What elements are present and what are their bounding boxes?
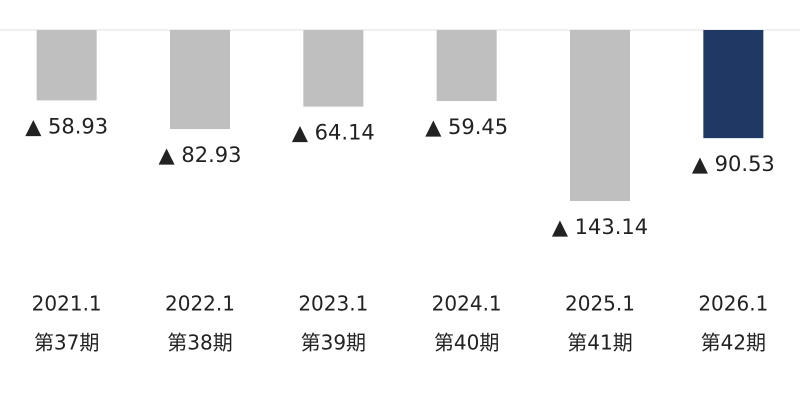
x-tick-label: 2021.1 bbox=[32, 292, 102, 316]
value-label: ▲ 58.93 bbox=[25, 114, 108, 138]
x-tick-sublabel: 第40期 bbox=[434, 331, 499, 355]
bar bbox=[570, 30, 630, 201]
x-tick-label: 2026.1 bbox=[698, 292, 768, 316]
x-tick-label: 2023.1 bbox=[298, 292, 368, 316]
value-label: ▲ 64.14 bbox=[292, 121, 375, 145]
bar bbox=[703, 30, 764, 139]
x-tick-sublabel: 第42期 bbox=[701, 331, 766, 355]
bar bbox=[36, 30, 97, 101]
x-tick-sublabel: 第39期 bbox=[301, 331, 366, 355]
value-label: ▲ 143.14 bbox=[552, 215, 648, 239]
x-tick-label: 2025.1 bbox=[565, 292, 635, 316]
x-tick-label: 2024.1 bbox=[432, 292, 502, 316]
bar bbox=[436, 30, 497, 102]
x-tick-sublabel: 第41期 bbox=[567, 331, 632, 355]
value-label: ▲ 82.93 bbox=[159, 143, 242, 167]
bar bbox=[303, 30, 364, 107]
value-label: ▲ 90.53 bbox=[692, 152, 775, 176]
x-tick-label: 2022.1 bbox=[165, 292, 235, 316]
x-tick-sublabel: 第38期 bbox=[167, 331, 232, 355]
bar bbox=[170, 30, 230, 130]
value-label: ▲ 59.45 bbox=[425, 115, 508, 139]
x-tick-sublabel: 第37期 bbox=[34, 331, 99, 355]
